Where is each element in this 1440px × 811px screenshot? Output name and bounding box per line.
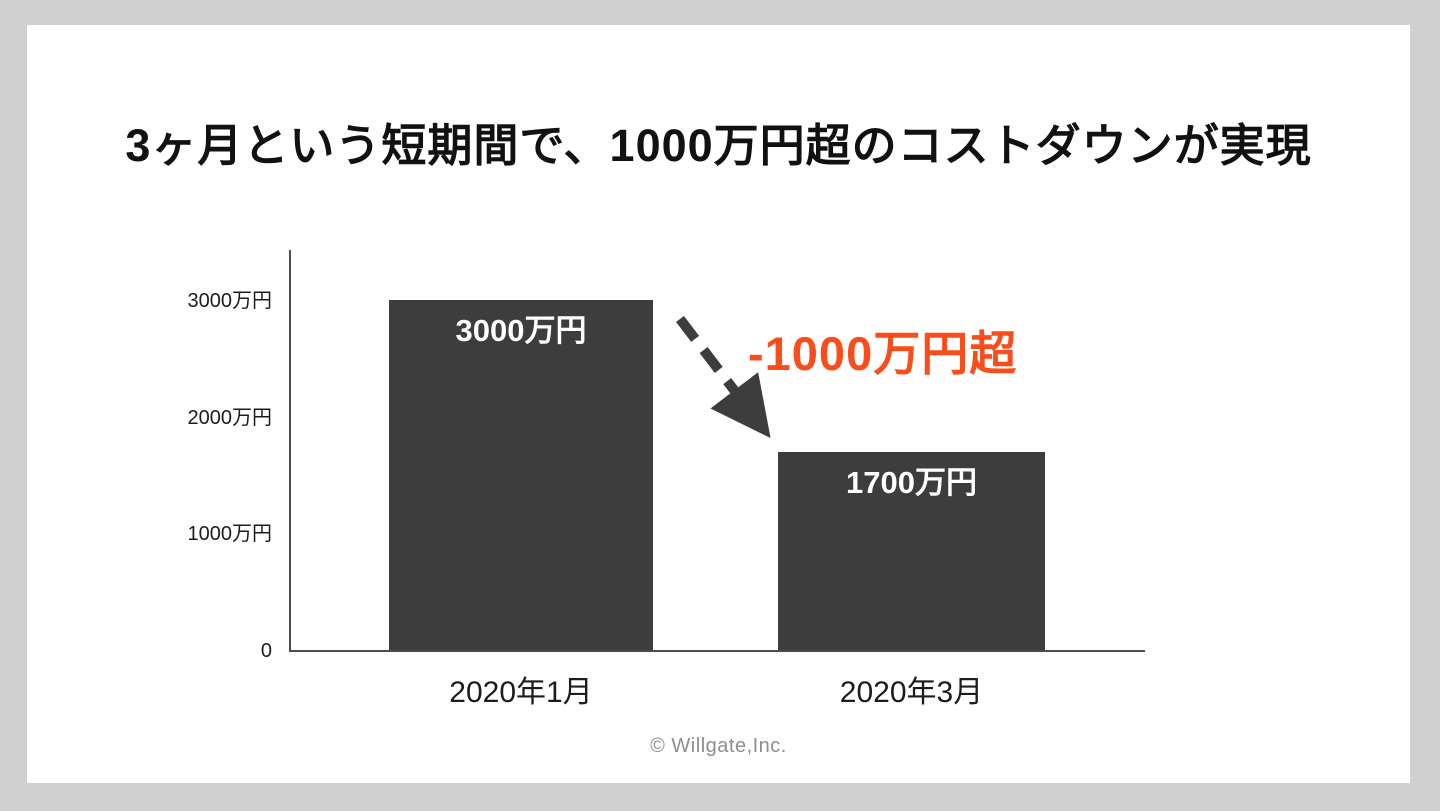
y-tick-label: 3000万円 [187,290,273,312]
y-axis-line [289,250,291,652]
y-tick-label: 1000万円 [187,523,273,545]
x-axis-label-march: 2020年3月 [839,676,984,709]
decrease-annotation: -1000万円超 [748,327,1018,380]
bar-march-2020: 1700万円 [778,452,1045,650]
bar-value-label: 3000万円 [455,313,587,348]
copyright-footer: © Willgate,Inc. [650,735,787,757]
slide-title: 3ヶ月という短期間で、1000万円超のコストダウンが実現 [125,120,1312,171]
y-tick-label: 0 [260,640,272,662]
x-axis-line [289,650,1145,652]
bar-january-2020: 3000万円 [389,300,653,650]
y-tick-label: 2000万円 [187,407,273,429]
bar-value-label: 1700万円 [846,465,977,500]
x-axis-label-january: 2020年1月 [449,676,593,709]
decrease-arrow-icon [676,315,771,439]
